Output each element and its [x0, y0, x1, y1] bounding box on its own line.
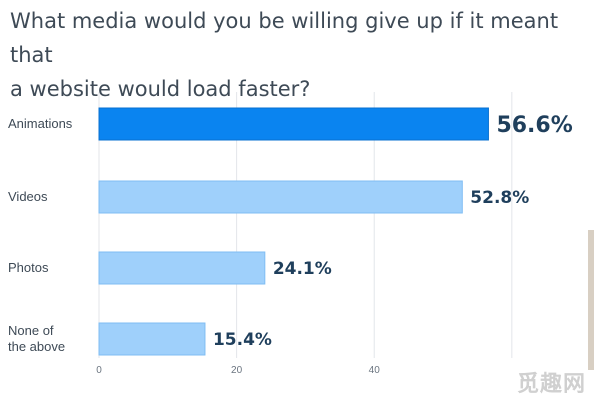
value-label: 24.1%: [273, 259, 332, 279]
value-label: 56.6%: [496, 113, 572, 138]
bar: [98, 180, 463, 214]
category-label: None of: [8, 323, 54, 338]
value-label: 52.8%: [470, 188, 529, 208]
category-label: Videos: [8, 189, 48, 204]
edge-decoration: [588, 230, 594, 370]
category-label: the above: [8, 339, 65, 354]
category-label: Photos: [8, 260, 49, 275]
chart-title-line-1: What media would you be willing give up …: [10, 9, 559, 67]
chart-title: What media would you be willing give up …: [10, 4, 570, 106]
bar: [98, 251, 266, 285]
tick-label: 40: [369, 365, 381, 376]
tick-label: 20: [231, 365, 243, 376]
tick-label: 0: [96, 365, 102, 376]
value-label: 15.4%: [213, 330, 272, 350]
chart-title-line-2: a website would load faster?: [10, 77, 311, 101]
bar: [98, 107, 489, 141]
bar: [98, 322, 206, 356]
category-label: Animations: [8, 116, 73, 131]
watermark-logo: 觅趣网: [516, 372, 586, 397]
